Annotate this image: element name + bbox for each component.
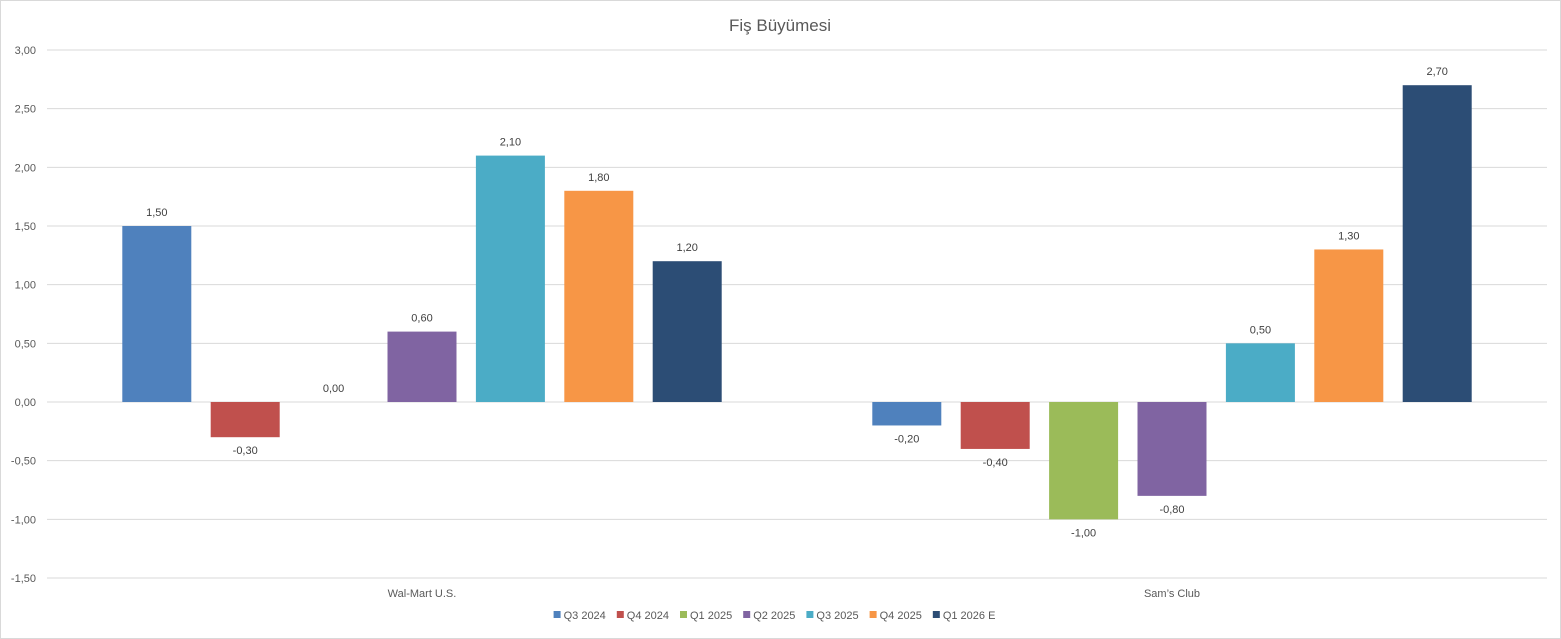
legend-swatch <box>553 611 561 618</box>
legend-swatch <box>932 611 940 618</box>
legend-item: Q1 2025 <box>680 610 732 622</box>
legend-label: Q1 2025 <box>690 610 732 622</box>
legend-label: Q4 2025 <box>880 610 922 622</box>
legend-swatch <box>616 611 624 618</box>
y-tick-label: -1,00 <box>11 514 36 526</box>
data-label: 2,10 <box>500 137 521 149</box>
legend-label: Q3 2024 <box>564 610 606 622</box>
y-tick-label: 1,50 <box>15 221 36 233</box>
data-label: 0,50 <box>1250 324 1271 336</box>
data-label: 1,20 <box>676 242 697 254</box>
y-tick-label: -0,50 <box>11 456 36 468</box>
bar <box>210 402 280 438</box>
y-tick-label: 0,50 <box>15 338 36 350</box>
y-tick-label: -1,50 <box>11 573 36 585</box>
legend-swatch <box>743 611 751 618</box>
bar <box>1137 402 1207 496</box>
legend-label: Q3 2025 <box>816 610 858 622</box>
bar <box>1049 402 1119 520</box>
data-label: 1,50 <box>146 207 167 219</box>
data-label: 2,70 <box>1426 66 1447 78</box>
legend-item: Q3 2025 <box>806 610 859 622</box>
legend-label: Q4 2024 <box>627 610 669 622</box>
bar <box>872 402 942 426</box>
legend-label: Q1 2026 E <box>943 610 996 622</box>
chart-title: Fiş Büyümesi <box>729 16 831 35</box>
bar <box>564 190 634 402</box>
gridlines <box>47 49 1547 579</box>
data-label: -1,00 <box>1071 527 1096 539</box>
bar <box>960 402 1030 449</box>
data-label: -0,30 <box>233 445 258 457</box>
y-axis: 3,00 2,50 2,00 1,50 1,00 0,50 0,00 -0,50 -1,00 -1… <box>11 45 36 585</box>
y-tick-label: 2,00 <box>15 162 36 174</box>
legend-item: Q4 2024 <box>616 610 669 622</box>
legend-swatch <box>806 611 814 618</box>
x-axis: Wal-Mart U.S. Sam’s Club <box>388 588 1200 600</box>
legend-item: Q3 2024 <box>553 610 606 622</box>
bar <box>475 155 545 402</box>
data-label: 1,30 <box>1338 230 1359 242</box>
bar <box>652 261 722 402</box>
data-label: -0,20 <box>894 433 919 445</box>
y-tick-label: 1,00 <box>15 280 36 292</box>
bar <box>1225 343 1295 402</box>
bar <box>1402 85 1472 402</box>
legend: Q3 2024 Q4 2024 Q1 2025 Q2 2025 Q3 2025 Q4 20… <box>553 610 996 622</box>
legend-swatch <box>680 611 687 618</box>
bar <box>387 331 457 402</box>
data-label: -0,80 <box>1159 504 1184 516</box>
bar <box>1314 249 1384 402</box>
legend-item: Q1 2026 E <box>932 610 996 622</box>
data-label: 0,60 <box>411 313 432 325</box>
y-tick-label: 2,50 <box>15 104 36 116</box>
y-tick-label: 0,00 <box>15 397 36 409</box>
bars <box>122 85 1472 520</box>
data-labels: 1,50 -0,30 0,00 0,60 2,10 1,80 1,20 -0,20 -0,40 -… <box>146 66 1448 539</box>
data-label: 1,80 <box>588 172 609 184</box>
category-label: Wal-Mart U.S. <box>388 588 457 600</box>
legend-item: Q4 2025 <box>869 610 922 622</box>
y-tick-label: 3,00 <box>15 45 36 57</box>
legend-swatch <box>869 611 877 618</box>
category-label: Sam’s Club <box>1144 588 1200 600</box>
legend-item: Q2 2025 <box>743 610 795 622</box>
legend-label: Q2 2025 <box>753 610 795 622</box>
data-label: 0,00 <box>323 383 344 395</box>
data-label: -0,40 <box>983 457 1008 469</box>
bar <box>122 226 192 402</box>
